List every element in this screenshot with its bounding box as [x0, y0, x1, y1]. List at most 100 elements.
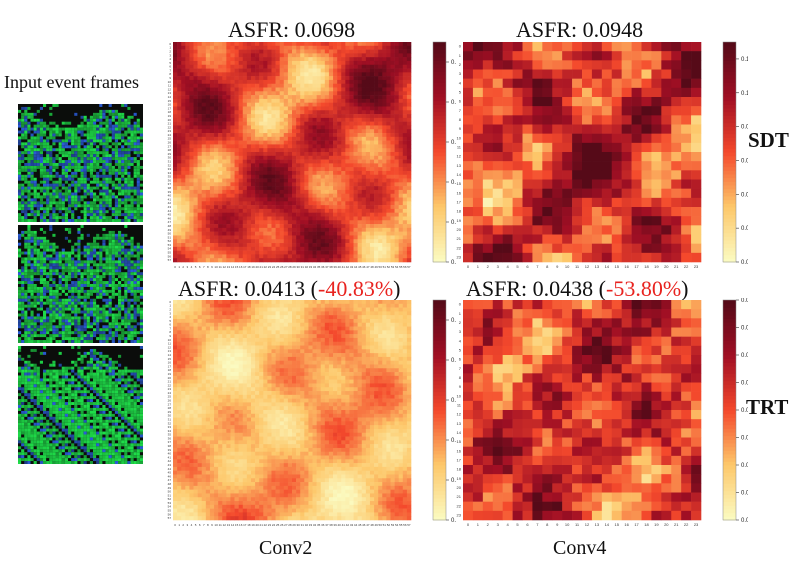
event-pixel — [124, 372, 128, 376]
event-pixel — [21, 233, 25, 237]
event-pixel — [24, 413, 28, 417]
event-pixel — [118, 393, 122, 397]
event-pixel — [43, 369, 47, 373]
event-pixel — [108, 399, 112, 403]
event-pixel — [80, 360, 84, 364]
event-pixel — [74, 328, 78, 332]
event-pixel — [77, 402, 81, 405]
event-pixel — [46, 372, 50, 376]
event-pixel — [36, 127, 40, 131]
heatmap-cell — [271, 79, 276, 85]
event-pixel — [43, 216, 47, 220]
heatmap-cell — [328, 49, 334, 54]
heatmap-cell — [189, 64, 194, 69]
heatmap-cell — [238, 76, 244, 81]
heatmap-cell — [357, 129, 363, 134]
heatmap-cell — [296, 45, 301, 50]
event-pixel — [77, 434, 81, 438]
heatmap-cell — [357, 106, 363, 111]
event-pixel — [33, 295, 37, 299]
event-pixel — [89, 174, 93, 178]
event-pixel — [99, 422, 103, 426]
event-pixel — [127, 106, 131, 110]
event-pixel — [96, 310, 100, 314]
heatmap-cell — [205, 64, 211, 69]
event-pixel — [68, 204, 72, 208]
heatmap-cell — [296, 98, 301, 103]
event-pixel — [43, 121, 47, 125]
event-pixel — [93, 319, 97, 323]
heatmap-cell — [296, 110, 301, 115]
event-pixel — [74, 325, 78, 329]
event-pixel — [21, 304, 25, 308]
event-pixel — [39, 407, 43, 411]
event-pixel — [130, 136, 134, 140]
event-pixel — [139, 266, 143, 270]
event-pixel — [24, 440, 28, 444]
heatmap-cell — [402, 87, 408, 92]
event-pixel — [99, 281, 103, 284]
event-pixel — [136, 177, 140, 181]
heatmap-cell — [222, 91, 227, 96]
event-pixel — [71, 366, 75, 370]
event-pixel — [27, 151, 31, 155]
event-pixel — [21, 124, 25, 128]
heatmap-cell — [279, 83, 285, 88]
heatmap-cell — [374, 79, 379, 85]
event-pixel — [64, 337, 68, 341]
heatmap-cell — [234, 72, 239, 77]
event-pixel — [105, 455, 109, 459]
event-pixel — [68, 425, 72, 429]
event-pixel — [71, 369, 75, 373]
event-pixel — [74, 165, 78, 169]
event-pixel — [127, 369, 131, 373]
heatmap-cell — [357, 68, 363, 73]
event-pixel — [52, 260, 56, 264]
event-pixel — [61, 393, 65, 397]
event-pixel — [52, 257, 56, 261]
heatmap-cell — [394, 68, 399, 73]
event-pixel — [102, 405, 106, 408]
heatmap-cell — [378, 125, 383, 130]
heatmap-cell — [324, 117, 330, 122]
heatmap-cell — [386, 125, 391, 130]
event-pixel — [99, 446, 103, 450]
event-pixel — [86, 407, 90, 411]
event-pixel — [74, 378, 78, 382]
event-pixel — [108, 136, 112, 140]
event-pixel — [80, 139, 84, 143]
event-pixel — [71, 434, 75, 438]
heatmap-cell — [177, 102, 182, 107]
event-pixel — [93, 416, 97, 420]
event-pixel — [21, 257, 25, 261]
heatmap-cell — [222, 114, 227, 119]
event-pixel — [46, 213, 50, 217]
heatmap-cell — [234, 121, 239, 126]
event-pixel — [127, 396, 131, 400]
event-pixel — [74, 136, 78, 140]
event-pixel — [99, 443, 103, 447]
event-pixel — [68, 257, 72, 261]
event-pixel — [43, 272, 47, 276]
event-pixel — [27, 419, 31, 423]
heatmap-cell — [341, 42, 346, 47]
heatmap-cell — [246, 79, 252, 85]
event-pixel — [49, 337, 53, 341]
event-pixel — [30, 437, 34, 441]
event-pixel — [24, 443, 28, 447]
heatmap-cell — [181, 64, 186, 69]
heatmap-cell — [386, 110, 391, 115]
event-pixel — [118, 236, 122, 240]
event-pixel — [36, 121, 40, 125]
event-pixel — [93, 446, 97, 450]
input-frames-label: Input event frames — [4, 72, 139, 92]
event-pixel — [105, 204, 109, 208]
event-pixel — [71, 331, 75, 335]
event-pixel — [27, 272, 31, 276]
heatmap-cell — [189, 49, 194, 54]
event-pixel — [68, 455, 72, 459]
heatmap-cell — [349, 42, 354, 47]
event-pixel — [68, 366, 72, 370]
event-pixel — [111, 154, 115, 158]
heatmap-cell — [189, 117, 194, 122]
